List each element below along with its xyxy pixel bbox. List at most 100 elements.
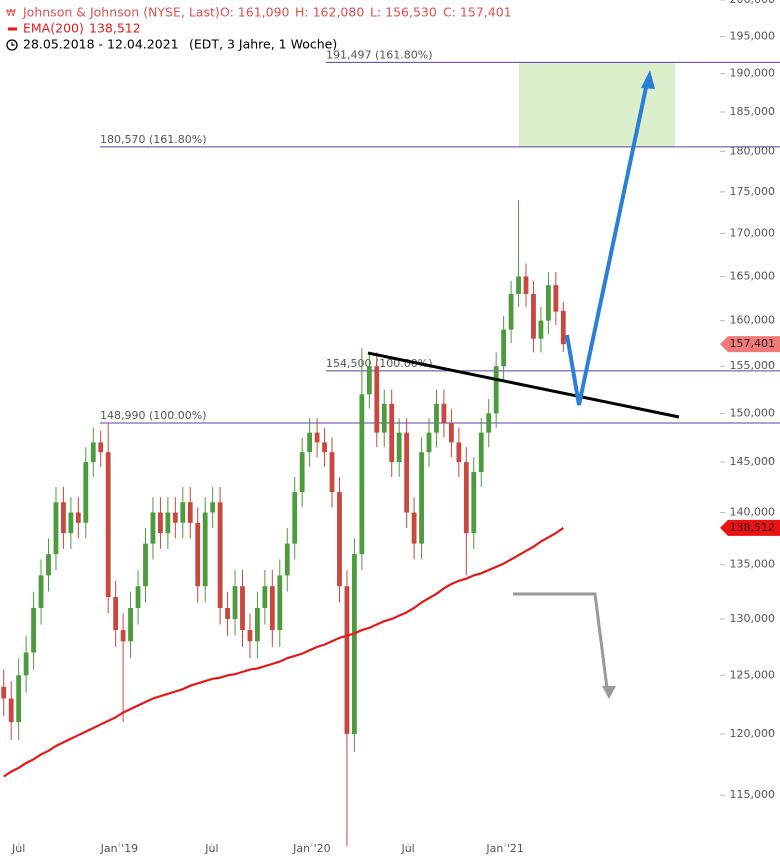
x-tick-label: Jul <box>400 842 414 855</box>
candle-body <box>187 502 193 523</box>
y-tick-label: 175,000 <box>730 185 776 198</box>
title: Johnson & Johnson (NYSE, Last) <box>22 5 220 20</box>
candle-body <box>501 329 507 367</box>
candle-body <box>120 630 126 642</box>
gray-arrow-head <box>602 686 616 699</box>
candle-body <box>419 452 424 544</box>
candle-body <box>150 512 156 544</box>
y-tick-label: 190,000 <box>730 67 776 80</box>
candle-body <box>165 512 171 534</box>
fib-label: 191,497 (161.80%) <box>326 48 433 61</box>
candle-body <box>158 512 163 534</box>
x-tick-label: Jul <box>11 842 25 855</box>
candle-body <box>396 432 402 463</box>
candle-body <box>299 452 305 493</box>
y-tick-label: 195,000 <box>730 29 776 42</box>
candle-body <box>255 607 260 642</box>
candle-body <box>404 432 410 513</box>
date-range: 28.05.2018 - 12.04.2021 <box>23 37 179 52</box>
candle-body <box>240 586 245 631</box>
ohlc-high: H: 162,080 <box>295 5 364 20</box>
ohlc-open: O: 161,090 <box>220 5 290 20</box>
y-tick-label: 135,000 <box>730 558 776 571</box>
candle-body <box>210 502 216 513</box>
period: (EDT, 3 Jahre, 1 Woche) <box>189 37 337 52</box>
target-zone <box>519 62 675 147</box>
candle-body <box>180 502 186 523</box>
candle-body <box>538 320 544 339</box>
price-badge <box>720 336 780 353</box>
ohlc-low: L: 156,530 <box>370 5 437 20</box>
candle-body <box>352 554 357 734</box>
y-tick-label: 165,000 <box>730 269 776 282</box>
candle-body <box>8 698 14 723</box>
y-tick-label: 120,000 <box>730 727 776 740</box>
y-tick-label: 150,000 <box>730 406 776 419</box>
candle-body <box>105 452 111 598</box>
blue-arrow-head <box>641 70 655 89</box>
y-tick-label: 160,000 <box>730 314 776 327</box>
candle-body <box>1 686 7 699</box>
candle-body <box>217 502 223 608</box>
candle-body <box>411 512 417 544</box>
candle-body <box>31 607 36 653</box>
candle-body <box>314 432 320 443</box>
candle-body <box>262 586 268 608</box>
candle-body <box>322 442 327 453</box>
candle-body <box>195 522 201 587</box>
candle-body <box>523 276 529 294</box>
y-tick-label: 145,000 <box>730 455 776 468</box>
candle-body <box>463 462 469 534</box>
candle-body <box>337 492 342 587</box>
candle-body <box>53 502 59 555</box>
y-tick-label: 155,000 <box>730 359 776 372</box>
trend-line <box>367 351 680 419</box>
candle-body <box>225 607 230 619</box>
candle-body <box>98 442 104 453</box>
plot: 191,497 (161.80%)180,570 (161.80%)154,50… <box>1 48 780 846</box>
candle-body <box>75 512 81 523</box>
clock-hands <box>11 42 15 46</box>
candle-body <box>113 597 119 631</box>
gray-arrow <box>513 592 609 689</box>
ohlc-close: C: 157,401 <box>443 5 512 20</box>
candle-body <box>38 575 44 608</box>
candle-body <box>478 432 484 473</box>
candle-body <box>143 543 148 587</box>
y-tick-label: 140,000 <box>730 505 776 518</box>
y-tick-label: 115,000 <box>730 788 776 801</box>
x-tick-label: Jan '21 <box>485 842 523 855</box>
candle-body <box>247 630 253 642</box>
candle-body <box>560 310 566 345</box>
candle-body <box>90 442 96 463</box>
blue-arrow <box>565 77 650 406</box>
drawings <box>367 70 680 699</box>
candle-body <box>329 452 335 493</box>
ema-line <box>3 526 564 778</box>
fib-label: 148,990 (100.00%) <box>100 409 207 422</box>
candle-body <box>277 575 283 631</box>
candle-body <box>135 586 141 608</box>
price-badge-label: 157,401 <box>730 337 776 350</box>
candle-body <box>128 607 133 642</box>
candle-body <box>359 394 365 555</box>
candle-body <box>486 413 492 433</box>
price-badge-label: 138,512 <box>730 521 776 534</box>
y-tick-label: 125,000 <box>730 668 776 681</box>
candle-body <box>16 675 22 723</box>
overlay: 115,000 120,000 125,000 130,000 135,000 140,0… <box>11 0 780 855</box>
x-tick-label: Jul <box>204 842 218 855</box>
candle-body <box>441 403 447 423</box>
y-tick-label: 130,000 <box>730 612 776 625</box>
candle-body <box>68 512 74 534</box>
candle-body <box>202 512 208 587</box>
ema-name: EMA(200) <box>23 21 84 36</box>
x-tick-label: Jan '19 <box>100 842 138 855</box>
candle-body <box>531 293 536 339</box>
candle-body <box>61 502 66 534</box>
candle-body <box>508 293 514 330</box>
candle-body <box>23 652 29 676</box>
header: ₩ Johnson & Johnson (NYSE, Last) O: 161,… <box>6 5 512 52</box>
